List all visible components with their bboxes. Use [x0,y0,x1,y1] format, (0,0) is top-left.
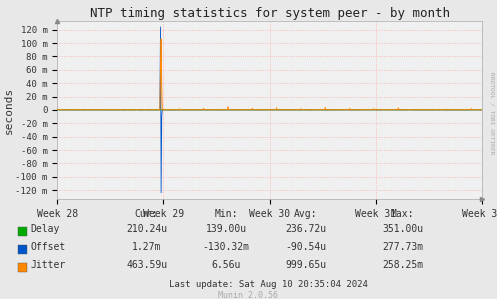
Text: Min:: Min: [214,209,238,219]
Text: -130.32m: -130.32m [203,242,249,252]
Text: 210.24u: 210.24u [126,224,167,234]
Text: 1.27m: 1.27m [132,242,162,252]
Text: Munin 2.0.56: Munin 2.0.56 [219,291,278,299]
Text: 351.00u: 351.00u [382,224,423,234]
Text: Max:: Max: [391,209,414,219]
Text: Jitter: Jitter [31,260,66,270]
Text: 463.59u: 463.59u [126,260,167,270]
Text: Avg:: Avg: [294,209,318,219]
Text: -90.54u: -90.54u [285,242,326,252]
Title: NTP timing statistics for system peer - by month: NTP timing statistics for system peer - … [89,7,450,20]
Text: 236.72u: 236.72u [285,224,326,234]
Y-axis label: seconds: seconds [4,86,14,134]
Text: Delay: Delay [31,224,60,234]
Text: 999.65u: 999.65u [285,260,326,270]
Text: Offset: Offset [31,242,66,252]
Text: Last update: Sat Aug 10 20:35:04 2024: Last update: Sat Aug 10 20:35:04 2024 [169,280,368,289]
Text: RRDTOOL / TOBI OETIKER: RRDTOOL / TOBI OETIKER [490,72,495,155]
Text: Cur:: Cur: [135,209,159,219]
Text: 277.73m: 277.73m [382,242,423,252]
Text: 139.00u: 139.00u [206,224,247,234]
Text: 258.25m: 258.25m [382,260,423,270]
Text: 6.56u: 6.56u [211,260,241,270]
